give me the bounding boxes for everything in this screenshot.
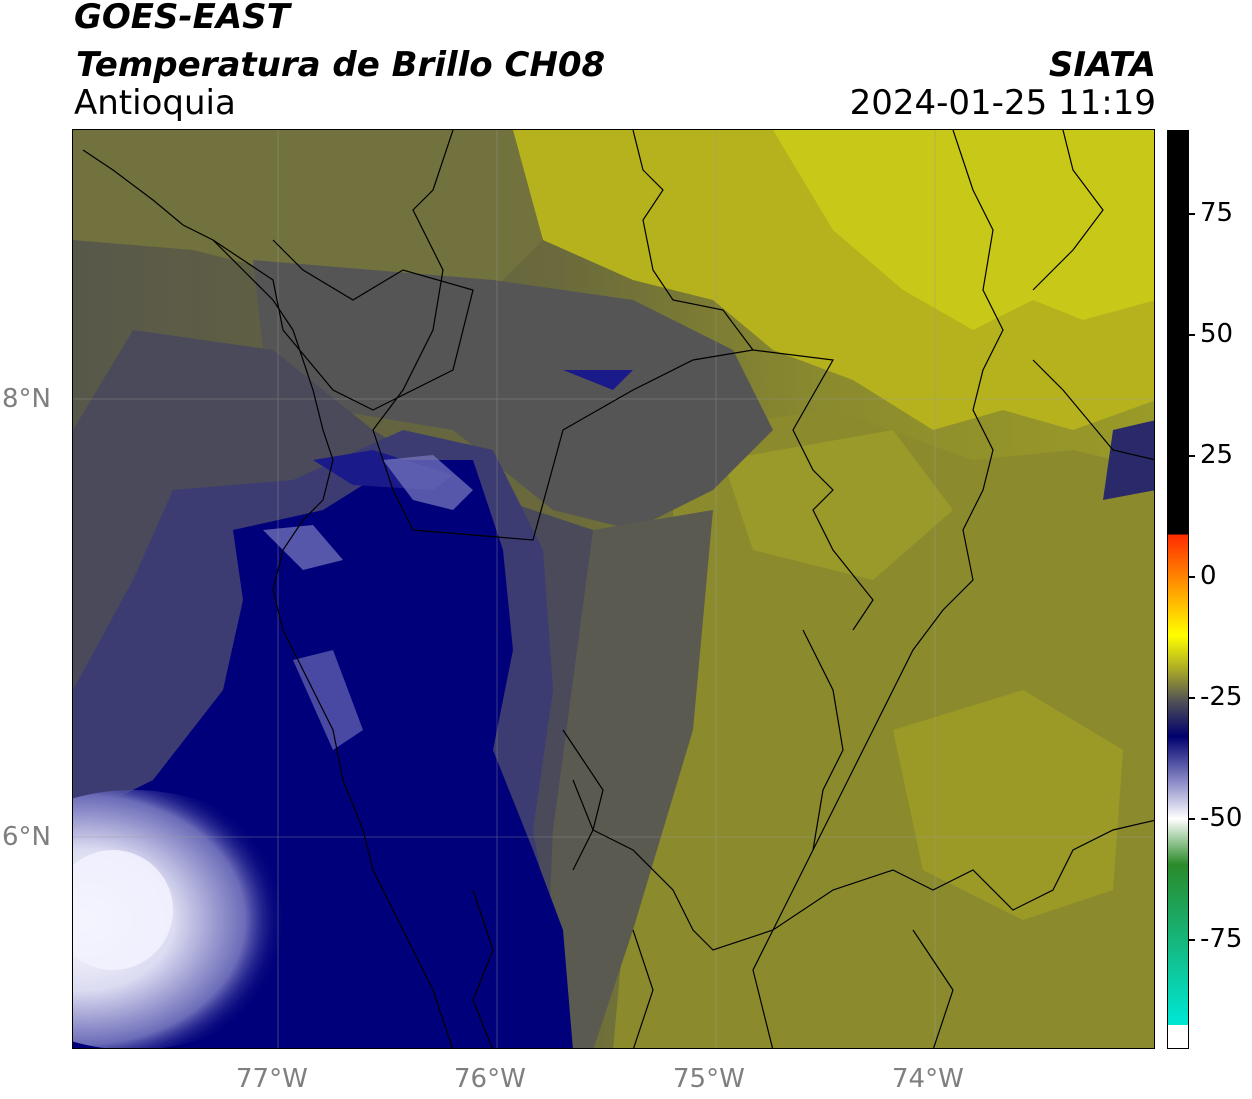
colorbar-label-0: 0: [1200, 561, 1217, 591]
colorbar-tick: [1189, 576, 1195, 578]
inner-boundary-3: [1032, 359, 1154, 461]
inner-boundary-6: [912, 929, 954, 1048]
map-panel: [72, 129, 1155, 1049]
colorbar-label-minus50: -50: [1200, 803, 1243, 833]
colorbar-tick: [1189, 213, 1195, 215]
region-title: Antioquia: [74, 83, 236, 123]
navy-patch-north-2: [563, 370, 633, 390]
lon-label-77w: 77°W: [236, 1064, 308, 1094]
northwest-gray-band: [253, 260, 773, 530]
colorbar-tick: [1189, 455, 1195, 457]
lon-label-74w: 74°W: [892, 1064, 964, 1094]
lon-label-76w: 76°W: [454, 1064, 526, 1094]
inner-boundary-2: [802, 629, 844, 851]
inner-boundary-7: [1032, 130, 1104, 291]
colorbar-label-75: 75: [1200, 198, 1234, 228]
antioquia-border-south: [572, 779, 1154, 951]
inner-boundary-5: [632, 929, 654, 1048]
northwest-olive-dark: [73, 130, 543, 300]
lavender-streak-3: [293, 650, 363, 750]
colorbar-tick: [1189, 818, 1195, 820]
east-olive-patch: [893, 690, 1123, 920]
colorbar-tick: [1189, 939, 1195, 941]
east-olive-patch-2: [723, 430, 953, 580]
colorbar-label-minus25: -25: [1200, 682, 1243, 712]
coastline-west: [82, 149, 453, 1048]
colorbar-label-50: 50: [1200, 319, 1234, 349]
colorbar-tick: [1189, 334, 1195, 336]
gray-mid-strip: [543, 510, 713, 1048]
colorbar-label-25: 25: [1200, 440, 1234, 470]
lon-label-75w: 75°W: [673, 1064, 745, 1094]
graticule: [73, 130, 1154, 1048]
colorbar-label-minus75: -75: [1200, 924, 1243, 954]
northeast-bright-yellow: [773, 130, 1154, 330]
inner-boundary-4: [472, 889, 494, 1048]
datetime-label: 2024-01-25 11:19: [849, 83, 1156, 123]
brightness-temperature-map: [73, 130, 1154, 1048]
lavender-streak-1: [383, 455, 473, 510]
lavender-streak-2: [263, 525, 343, 570]
eastern-blue-storm: [1103, 420, 1154, 500]
institution-label: SIATA: [1048, 45, 1156, 85]
antioquia-border-east: [752, 130, 1004, 1048]
political-boundaries: [82, 130, 1154, 1048]
lat-label-8n: 8°N: [2, 384, 51, 414]
antioquia-border-west: [372, 130, 754, 541]
white-cold-core: [73, 850, 173, 970]
colorbar-tick: [1189, 697, 1195, 699]
satellite-title: GOES-EAST: [74, 0, 290, 37]
inner-boundary-1: [562, 729, 604, 871]
product-title: Temperatura de Brillo CH08: [76, 45, 606, 85]
antioquia-border-north: [632, 130, 874, 631]
colorbar: [1167, 130, 1189, 1049]
lat-label-6n: 6°N: [2, 822, 51, 852]
coastline-gulf: [212, 239, 474, 411]
